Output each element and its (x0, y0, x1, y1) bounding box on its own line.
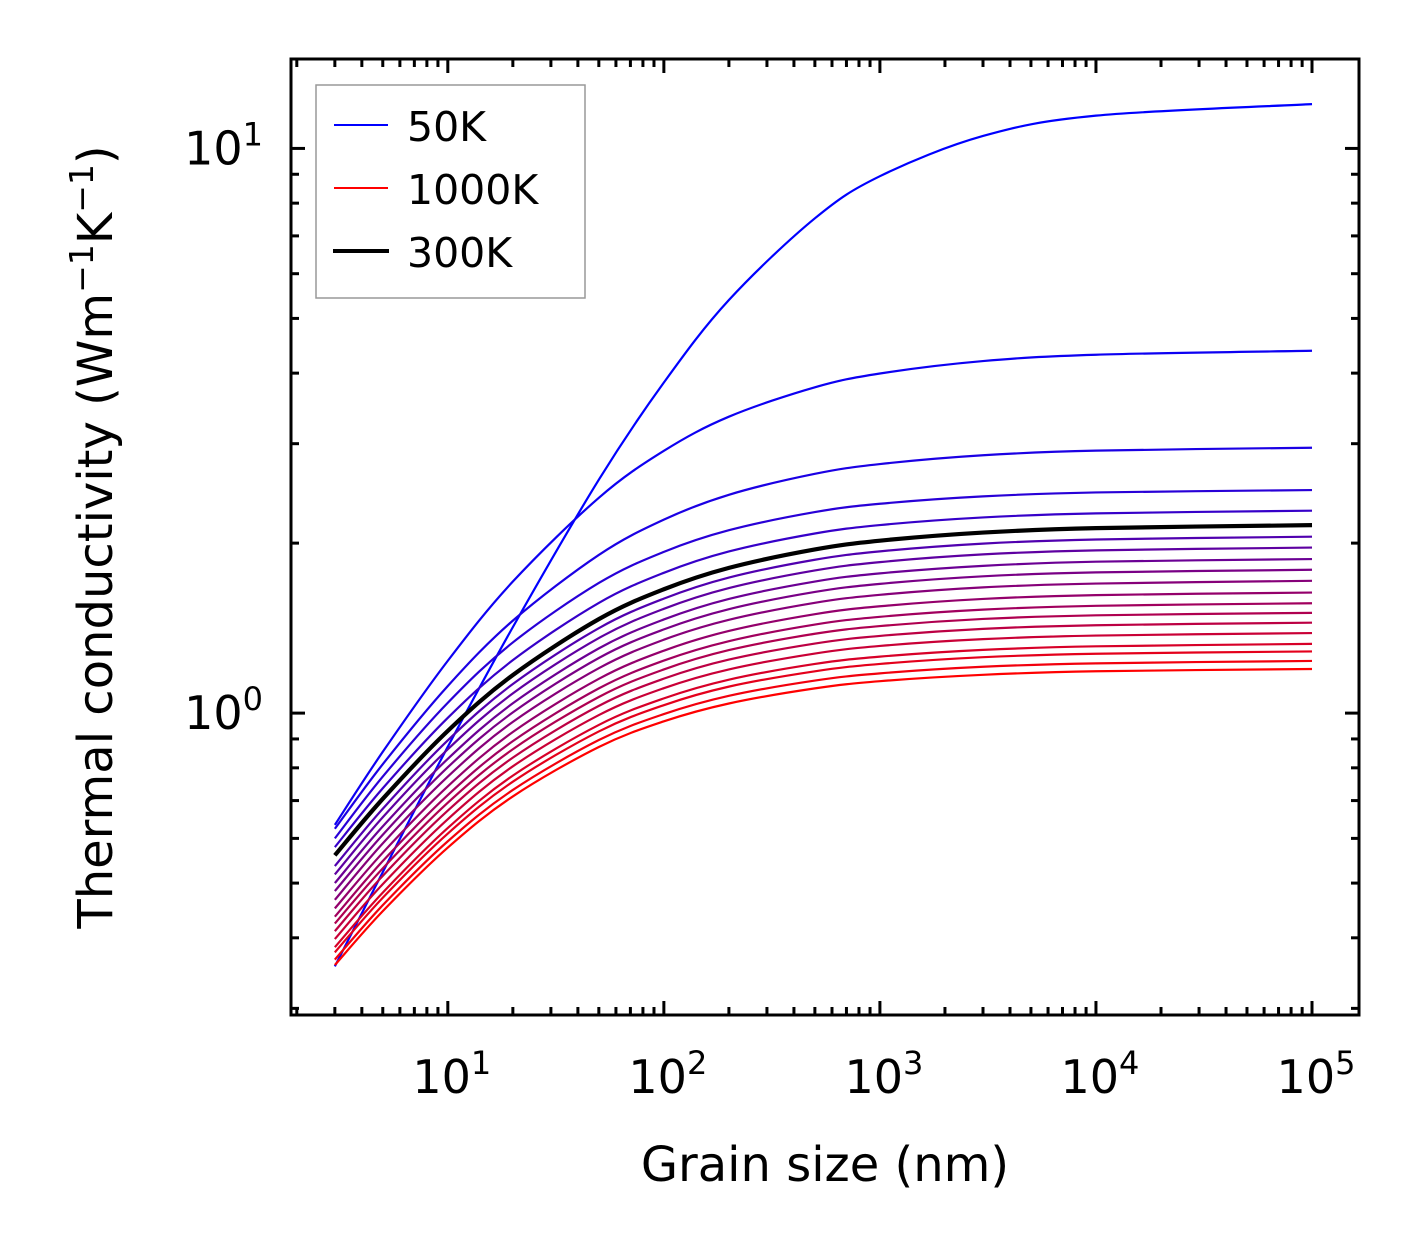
legend-frame (315, 84, 586, 299)
series-line-550K (334, 579, 1313, 901)
y-axis-label-main: Thermal conductivity (Wm (68, 293, 124, 930)
series-line-150K (333, 446, 1313, 830)
legend-label-300K: 300K (407, 229, 513, 277)
x-tick-label-10^5: 105 (1277, 1044, 1356, 1104)
x-tick-labels: 101 102 103 104 105 (412, 1044, 1355, 1104)
series-line-900K (334, 650, 1313, 954)
series-line-400K (334, 546, 1313, 876)
y-axis-label-sup2: −1 (62, 164, 101, 213)
x-tick-label-10^3: 103 (844, 1044, 923, 1104)
series-line-950K (334, 659, 1313, 961)
x-axis-label: Grain size (nm) (641, 1137, 1009, 1193)
y-axis-label-mid: K (68, 211, 124, 244)
y-tick-labels: 100 101 (184, 115, 263, 740)
legend-label-1000K: 1000K (407, 166, 539, 214)
x-tick-label-10^1: 101 (412, 1044, 491, 1104)
y-axis-label: Thermal conductivity (Wm−1K−1) (62, 145, 124, 929)
series-layer (333, 103, 1313, 967)
series-line-800K (334, 631, 1313, 940)
series-line-600K (334, 591, 1313, 910)
y-tick-label-10^0: 100 (184, 680, 263, 740)
y-axis-label-sup1: −1 (62, 244, 101, 293)
series-line-300K (333, 523, 1313, 857)
x-tick-label-10^4: 104 (1061, 1044, 1140, 1104)
series-line-350K (334, 535, 1313, 867)
x-tick-label-10^2: 102 (628, 1044, 707, 1104)
series-line-500K (334, 568, 1313, 892)
series-line-700K (334, 611, 1313, 925)
series-line-100K (333, 349, 1313, 826)
series-line-450K (334, 557, 1313, 884)
series-line-50K (333, 103, 1313, 967)
y-axis-label-end: ) (68, 145, 124, 164)
y-tick-label-10^1: 101 (184, 115, 263, 175)
series-line-650K (334, 602, 1313, 918)
plot-frame (289, 57, 1361, 1017)
series-line-1000K (334, 667, 1313, 966)
series-line-250K (333, 509, 1313, 848)
series-line-850K (334, 642, 1313, 948)
legend: 50K 1000K 300K (315, 84, 586, 299)
legend-label-50K: 50K (407, 103, 487, 151)
series-line-200K (333, 488, 1313, 840)
series-line-750K (334, 621, 1313, 932)
